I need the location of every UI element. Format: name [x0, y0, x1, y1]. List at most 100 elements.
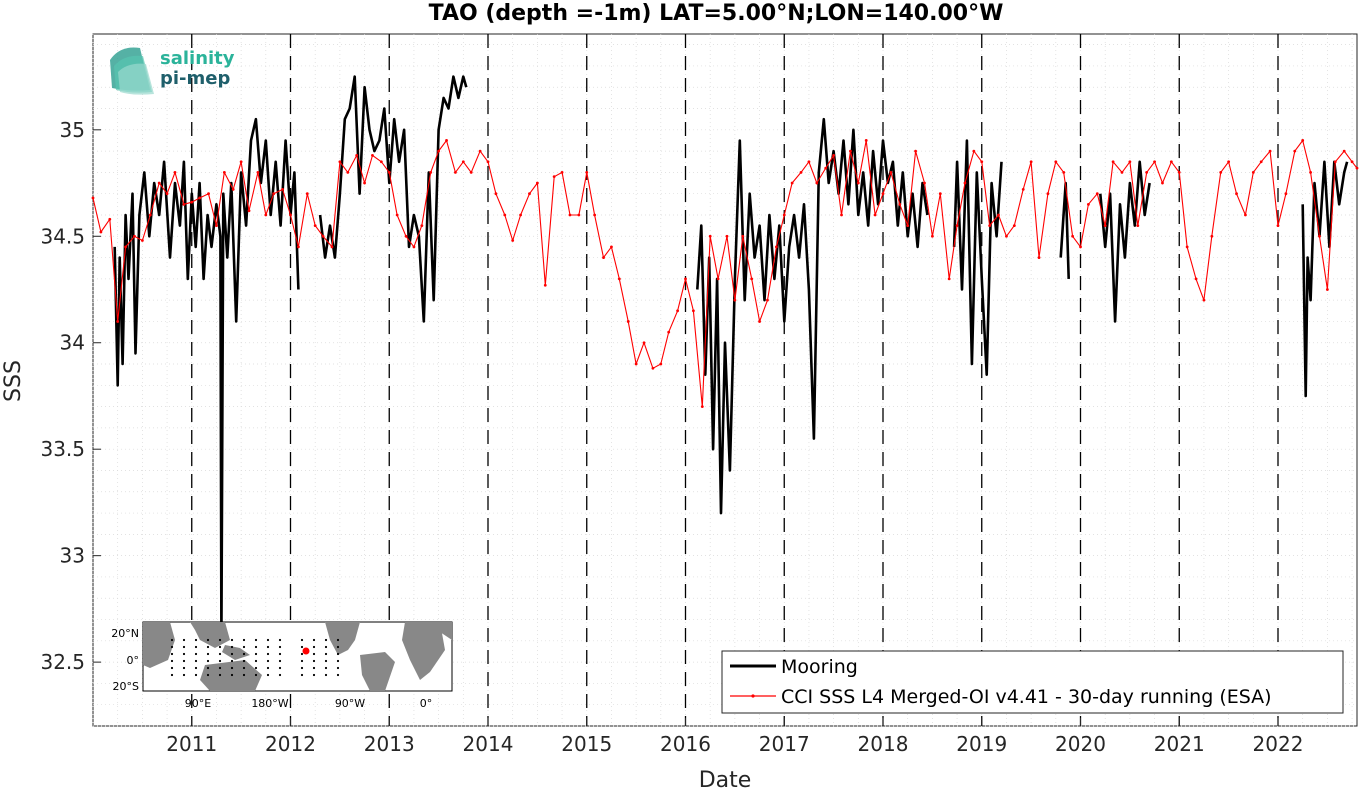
axis-ticks: 2011 2012 2013 2014 2015 2016 2017 2018 2019 2020… — [40, 118, 1303, 756]
inset-buoy-dot — [254, 645, 258, 649]
inset-buoy-dot — [194, 638, 198, 642]
x-axis-label: Date — [699, 768, 752, 790]
cci-sss-point — [856, 181, 860, 185]
cci-sss-point — [1342, 149, 1346, 153]
x-tick-label: 2016 — [660, 732, 711, 756]
cci-sss-point — [1005, 234, 1008, 238]
inset-buoy-dot — [278, 673, 282, 677]
cci-sss-point — [815, 181, 819, 185]
y-tick-label: 33.5 — [40, 437, 85, 461]
inset-buoy-dot — [266, 673, 270, 677]
cci-sss-point — [692, 309, 695, 313]
cci-sss-point — [215, 224, 218, 228]
cci-sss-point — [1244, 213, 1247, 217]
cci-sss-point — [955, 224, 959, 228]
cci-sss-point — [231, 188, 235, 191]
inset-buoy-dot — [206, 645, 210, 649]
inset-buoy-dot — [300, 652, 304, 656]
inset-lon-label-0: 0° — [420, 697, 433, 710]
cci-sss-point — [429, 171, 433, 174]
legend-marker-cci-sss — [751, 694, 755, 698]
inset-buoy-dot — [170, 652, 174, 656]
cci-sss-point — [1325, 288, 1329, 291]
cci-sss-point — [535, 181, 539, 185]
inset-buoy-dot — [170, 645, 174, 649]
inset-buoy-dot — [266, 666, 270, 670]
inset-buoy-dot — [230, 638, 234, 642]
inset-buoy-dot — [206, 659, 210, 663]
cci-sss-point — [782, 213, 786, 217]
plot-area: 2011 2012 2013 2014 2015 2016 2017 2018 2019 2020… — [40, 33, 1359, 756]
x-tick-label: 2021 — [1154, 732, 1205, 756]
cci-sss-point — [395, 213, 399, 217]
cci-sss-point — [676, 309, 679, 313]
cci-sss-point — [437, 149, 441, 153]
inset-buoy-dot — [324, 673, 328, 677]
inset-buoy-dot — [324, 666, 328, 670]
cci-sss-point — [741, 234, 745, 238]
cci-sss-point — [1029, 160, 1033, 164]
inset-buoy-dot — [218, 673, 222, 677]
inset-buoy-dot — [266, 652, 270, 656]
inset-buoy-dot — [230, 659, 234, 663]
cci-sss-point — [494, 192, 498, 196]
inset-lon-label-90w: 90°W — [335, 697, 365, 710]
inset-buoy-dot — [312, 645, 316, 649]
series-layer — [91, 75, 1359, 643]
inset-landmasses — [143, 622, 452, 691]
station-location-marker — [302, 647, 310, 655]
x-tick-label: 2013 — [364, 732, 415, 756]
cci-sss-point — [346, 171, 350, 174]
cci-sss-point — [379, 160, 383, 164]
x-tick-label: 2020 — [1055, 732, 1106, 756]
y-tick-label: 34 — [60, 331, 85, 355]
cci-sss-point — [790, 181, 794, 185]
inset-buoy-dot — [336, 659, 340, 663]
inset-buoy-dot — [206, 652, 210, 656]
inset-lon-label-180w: 180°W — [251, 697, 288, 710]
cci-sss-point — [667, 330, 671, 334]
cci-sss-point — [1120, 171, 1124, 174]
inset-buoy-dot — [312, 659, 316, 663]
cci-sss-point — [140, 239, 144, 242]
cci-sss-point — [1227, 160, 1231, 164]
inset-buoy-dot — [230, 652, 234, 656]
inset-buoy-dot — [218, 645, 222, 649]
inset-buoy-dot — [182, 638, 186, 642]
cci-sss-point — [1054, 160, 1058, 164]
cci-sss-point — [906, 224, 910, 228]
x-tick-label: 2019 — [956, 732, 1007, 756]
inset-buoy-dot — [170, 673, 174, 677]
inset-buoy-dot — [300, 666, 304, 670]
cci-sss-point — [445, 139, 448, 142]
cci-sss-point — [404, 234, 408, 238]
inset-buoy-dot — [278, 666, 282, 670]
cci-sss-point — [700, 405, 704, 409]
cci-sss-point — [486, 160, 490, 164]
cci-sss-point — [1046, 192, 1050, 196]
cci-sss-point — [412, 245, 416, 249]
inset-buoy-dot — [324, 652, 328, 656]
cci-sss-point — [750, 277, 754, 281]
legend-box — [721, 650, 1344, 714]
cci-sss-point — [363, 181, 366, 185]
cci-sss-point — [1087, 202, 1090, 206]
inset-buoy-dot — [218, 659, 222, 663]
cci-sss-point — [1095, 192, 1099, 196]
cci-sss-point — [593, 213, 597, 217]
cci-sss-point — [503, 213, 507, 217]
inset-buoy-dot — [300, 638, 304, 642]
cci-sss-point — [116, 320, 120, 323]
cci-sss-point — [1136, 224, 1140, 228]
inset-buoy-dot — [312, 652, 316, 656]
x-tick-label: 2017 — [759, 732, 810, 756]
y-tick-label: 33 — [60, 544, 85, 568]
cci-sss-point — [1071, 234, 1074, 238]
inset-buoy-dot — [170, 659, 174, 663]
cci-sss-point — [190, 200, 194, 204]
cci-sss-point — [198, 196, 202, 200]
cci-sss-point — [947, 277, 951, 281]
inset-buoy-dot — [254, 652, 258, 656]
inset-buoy-dot — [218, 638, 222, 642]
